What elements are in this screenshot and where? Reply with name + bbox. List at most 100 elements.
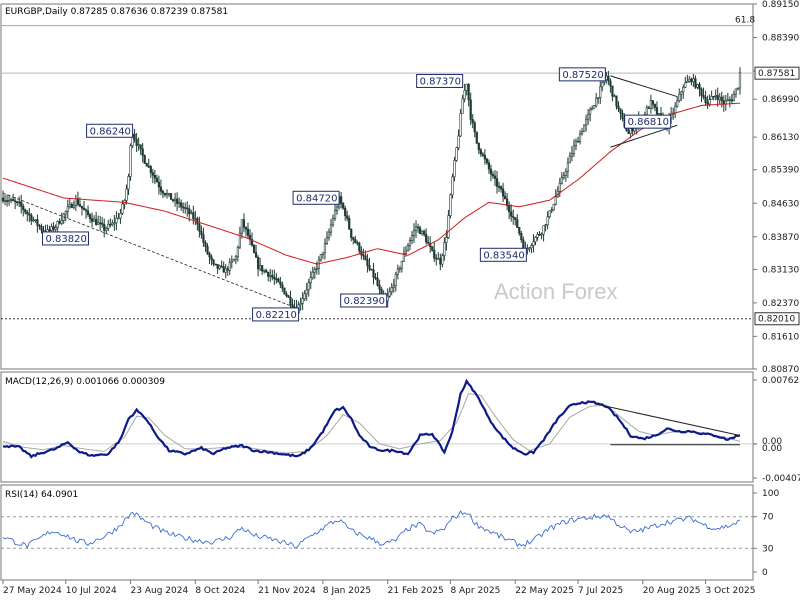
- price-body: [736, 87, 740, 90]
- price-body: [728, 99, 731, 101]
- price-body: [315, 268, 318, 270]
- price-body: [202, 234, 205, 243]
- price-body: [180, 202, 183, 208]
- rsi-line: [2, 510, 740, 550]
- price-body: [457, 135, 460, 149]
- price-body: [24, 209, 27, 213]
- price-body: [475, 131, 478, 144]
- price-body: [281, 284, 284, 289]
- price-body: [99, 222, 102, 225]
- price-body: [546, 216, 549, 226]
- price-body: [597, 97, 600, 99]
- price-body: [473, 122, 476, 133]
- price-body: [28, 213, 31, 216]
- price-body: [340, 196, 343, 204]
- price-body: [617, 105, 620, 110]
- price-axis-label: 0.86990: [762, 95, 799, 105]
- price-axis-label: 0.80870: [762, 365, 799, 375]
- price-body: [726, 99, 729, 102]
- price-body: [103, 224, 106, 231]
- price-body: [421, 230, 424, 235]
- price-body: [499, 186, 503, 190]
- price-body: [86, 210, 90, 216]
- price-body: [182, 206, 185, 209]
- price-body: [418, 227, 422, 235]
- price-body: [117, 217, 120, 220]
- price-body: [437, 258, 440, 260]
- price-body: [678, 93, 681, 102]
- price-body: [329, 224, 333, 233]
- price-annotation-box: [624, 114, 672, 129]
- price-body: [212, 259, 215, 265]
- price-body: [149, 166, 152, 173]
- price-body: [129, 145, 132, 177]
- price-body: [400, 260, 403, 269]
- price-body: [479, 149, 482, 155]
- price-body: [283, 287, 286, 295]
- price-body: [64, 211, 67, 215]
- price-body: [244, 226, 248, 230]
- date-axis-label: 7 Jul 2025: [578, 586, 623, 596]
- price-body: [348, 218, 351, 230]
- price-body: [242, 219, 246, 228]
- price-body: [453, 160, 456, 178]
- price-body: [708, 99, 711, 105]
- price-body: [93, 218, 96, 222]
- price-body: [710, 96, 713, 100]
- price-body: [510, 211, 513, 217]
- price-body: [163, 193, 167, 196]
- price-body: [111, 222, 114, 226]
- price-body: [30, 214, 33, 221]
- price-body: [147, 165, 150, 168]
- price-body: [289, 297, 292, 305]
- price-body: [74, 198, 77, 206]
- date-axis-label: 21 Feb 2025: [388, 586, 444, 596]
- price-body: [178, 202, 181, 205]
- price-body: [611, 85, 614, 97]
- price-body: [22, 205, 25, 211]
- price-body: [392, 285, 395, 288]
- price-body: [485, 158, 488, 163]
- price-body: [105, 228, 108, 231]
- macd-trendline: [594, 403, 741, 436]
- price-body: [585, 118, 588, 126]
- price-body: [732, 93, 736, 102]
- price-body: [487, 162, 491, 170]
- price-body: [532, 241, 535, 246]
- price-body: [688, 78, 691, 82]
- price-body: [127, 176, 130, 190]
- price-body: [716, 94, 719, 100]
- price-body: [198, 223, 201, 232]
- price-body: [173, 198, 177, 201]
- price-body: [287, 295, 290, 298]
- price-body: [188, 208, 191, 215]
- price-body: [700, 88, 703, 96]
- price-body: [356, 242, 359, 244]
- price-body: [285, 293, 288, 297]
- price-body: [461, 98, 464, 114]
- price-body: [686, 80, 689, 83]
- price-body: [145, 163, 148, 167]
- price-body: [593, 105, 596, 109]
- price-body: [416, 226, 420, 229]
- price-body: [518, 227, 521, 234]
- price-annotation-box: [558, 67, 606, 82]
- price-body: [655, 107, 659, 115]
- price-body: [520, 233, 523, 241]
- price-body: [238, 232, 241, 248]
- price-body: [250, 239, 254, 246]
- rsi-axis-label: 70: [762, 513, 774, 523]
- moving-average-line: [2, 102, 741, 265]
- date-axis-label: 8 Jan 2025: [323, 586, 371, 596]
- price-title: EURGBP,Daily 0.87285 0.87636 0.87239 0.8…: [5, 7, 228, 17]
- price-body: [558, 182, 561, 192]
- price-body: [9, 199, 13, 201]
- price-body: [321, 252, 324, 255]
- price-body: [309, 277, 312, 284]
- price-body: [72, 205, 75, 208]
- price-body: [171, 199, 175, 201]
- price-body: [18, 201, 21, 204]
- price-body: [246, 228, 250, 236]
- date-axis-label: 21 Nov 2024: [258, 586, 316, 596]
- price-body: [591, 108, 594, 111]
